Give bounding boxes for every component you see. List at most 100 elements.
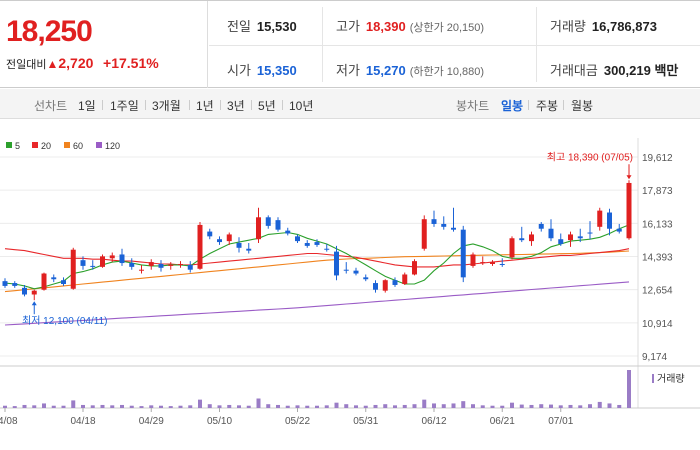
volume-bar [159, 405, 163, 408]
legend: 5 20 60 120 [6, 141, 120, 151]
volume-bar [558, 405, 563, 408]
volume-bar [315, 405, 319, 408]
volume-bar [217, 405, 222, 408]
candle-body [187, 264, 193, 270]
up-triangle-icon: ▲ [46, 57, 59, 71]
stat-value: 300,219 백만 [603, 63, 679, 78]
candle-body [490, 262, 495, 264]
candle-body [597, 210, 603, 227]
change-value: 2,720 [58, 55, 94, 71]
stat-label: 거래량 [550, 19, 586, 34]
candle-body [529, 234, 534, 242]
volume-bar [480, 405, 485, 408]
volume-bar [519, 404, 524, 408]
candle-body [90, 265, 96, 267]
separator [189, 100, 190, 110]
candle-body [22, 287, 27, 295]
candle-weekly[interactable]: 주봉 [536, 99, 559, 113]
y-tick-label: 9,174 [642, 352, 667, 363]
volume-bar [597, 401, 602, 408]
volume-bar [373, 404, 378, 408]
volume-bar [295, 405, 300, 408]
period-5y[interactable]: 5년 [258, 99, 276, 113]
volume-legend-swatch [652, 374, 654, 383]
y-tick-label: 16,133 [642, 219, 673, 230]
candle-body [568, 234, 573, 241]
candle-daily[interactable]: 일봉 [501, 99, 524, 113]
candle-body [119, 254, 125, 264]
ma60-line [4, 250, 630, 293]
volume-bar [588, 404, 592, 408]
volume-bar [354, 405, 358, 408]
legend-label: 120 [105, 141, 120, 151]
candle-monthly[interactable]: 월봉 [571, 99, 594, 113]
candle-body [334, 251, 339, 276]
stat-label: 전일 [227, 19, 251, 34]
stat-sub: (하한가 10,880) [409, 66, 485, 78]
candle-body [80, 260, 86, 266]
candle-body [412, 261, 417, 275]
stats-divider [322, 7, 323, 82]
candle-body [519, 238, 525, 241]
period-1y[interactable]: 1년 [196, 99, 214, 113]
volume-bar [578, 405, 583, 408]
volume-bar [42, 403, 46, 408]
change-percent: +17.51% [103, 55, 159, 71]
candle-body [402, 274, 408, 285]
stat-volume: 거래량 16,786,873 [550, 16, 657, 35]
candle-body [12, 283, 18, 286]
volume-bars [3, 370, 631, 408]
stat-value: 15,270 [365, 63, 406, 78]
candle-body [31, 290, 37, 295]
candle-body [168, 264, 174, 266]
candle-body [499, 263, 505, 265]
period-10y[interactable]: 10년 [289, 99, 314, 113]
x-tick-label: 07/01 [548, 416, 573, 427]
period-3m[interactable]: 3개월 [152, 99, 181, 113]
volume-bar [490, 405, 495, 408]
separator [563, 100, 564, 110]
line-chart-title: 선차트 [34, 99, 68, 113]
y-tick-label: 14,393 [642, 253, 673, 264]
stat-open: 시가 15,350 [227, 60, 297, 79]
stat-label: 거래대금 [550, 63, 598, 78]
volume-bar [305, 405, 310, 408]
candle-body [129, 263, 135, 267]
candle-body [158, 263, 164, 268]
candle-body [61, 280, 66, 285]
volume-bar [188, 405, 193, 408]
x-tick-label: 05/31 [353, 416, 378, 427]
ma120-line [4, 281, 630, 326]
candle-body [226, 234, 232, 242]
candle-body [616, 228, 622, 232]
candle-body [607, 212, 612, 229]
candle-body [178, 263, 183, 265]
candle-body [314, 242, 320, 245]
volume-bar [81, 404, 85, 408]
candle-body [2, 281, 8, 286]
candle-body [460, 229, 466, 278]
stat-label: 저가 [336, 63, 360, 78]
volume-bar [617, 404, 622, 408]
period-3y[interactable]: 3년 [227, 99, 245, 113]
candle-body [431, 219, 437, 224]
stat-sub: (상한가 20,150) [409, 22, 485, 34]
x-axis: 04/08 04/18 04/29 05/10 05/22 05/31 06/12 06/21… [0, 408, 574, 427]
candle-body [207, 231, 213, 237]
period-1w[interactable]: 1주일 [110, 99, 139, 113]
candle-body [470, 254, 476, 266]
x-tick-label: 05/10 [207, 416, 232, 427]
volume-bar [334, 402, 339, 408]
volume-bar [198, 399, 202, 408]
volume-bar [393, 405, 397, 408]
stat-low: 저가 15,270 (하한가 10,880) [336, 60, 484, 79]
x-tick-label: 06/21 [490, 416, 515, 427]
volume-bar [510, 402, 514, 408]
high-annotation: 최고 18,390 (07/05) [547, 151, 633, 163]
legend-swatch [6, 142, 12, 148]
x-tick-label: 05/22 [285, 416, 310, 427]
candle-body [363, 277, 369, 280]
separator [220, 100, 221, 110]
stat-prev-close: 전일 15,530 [227, 16, 297, 35]
period-1d[interactable]: 1일 [78, 99, 96, 113]
